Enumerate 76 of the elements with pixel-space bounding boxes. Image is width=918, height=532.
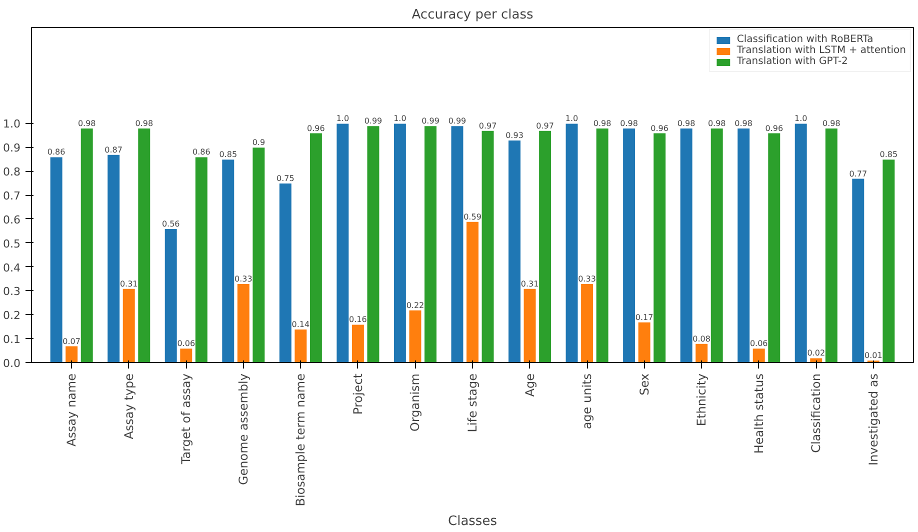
x-tick-label: Assay type xyxy=(122,373,136,440)
data-label: 0.85 xyxy=(880,150,898,160)
data-label: 0.16 xyxy=(349,315,367,324)
chart-title: Accuracy per class xyxy=(412,8,534,22)
data-label: 0.31 xyxy=(120,279,138,288)
data-label: 0.06 xyxy=(177,339,196,348)
legend-label: Classification with RoBERTa xyxy=(736,34,874,45)
data-label: 1.0 xyxy=(565,114,578,124)
data-label: 0.98 xyxy=(135,119,154,128)
data-label: 1.0 xyxy=(394,114,406,124)
data-label: 0.97 xyxy=(478,121,497,130)
data-label: 0.98 xyxy=(677,119,696,128)
data-label: 0.33 xyxy=(578,274,596,284)
data-label: 0.96 xyxy=(650,124,668,133)
data-label: 0.33 xyxy=(234,274,252,284)
data-label: 0.87 xyxy=(104,145,122,154)
data-label: 0.98 xyxy=(734,119,752,128)
data-label: 0.98 xyxy=(708,119,726,128)
x-tick-label: Life stage xyxy=(466,373,480,432)
data-label: 0.77 xyxy=(849,169,868,178)
x-tick-label: Age xyxy=(522,373,537,397)
x-tick-label: Health status xyxy=(752,374,766,454)
x-tick-label: Investigated as xyxy=(866,374,880,466)
legend-label: Translation with LSTM + attention xyxy=(736,45,906,56)
data-label: 0.99 xyxy=(422,116,440,126)
data-label: 0.97 xyxy=(536,121,554,130)
legend-label: Translation with GPT-2 xyxy=(736,56,848,67)
x-tick-label: Target of assay xyxy=(179,373,194,466)
y-tick-label: 0.0 xyxy=(3,357,21,370)
y-tick-label: 0.2 xyxy=(3,309,21,322)
y-tick-label: 0.5 xyxy=(3,237,21,250)
x-tick-label: Ethnicity xyxy=(694,373,709,426)
data-label: 0.98 xyxy=(822,119,840,128)
data-label: 1.0 xyxy=(336,114,350,124)
data-label: 0.75 xyxy=(276,174,294,184)
data-label: 0.86 xyxy=(192,148,210,157)
x-tick-label: age units xyxy=(580,374,594,430)
x-tick-label: Sex xyxy=(637,374,652,396)
data-label: 0.93 xyxy=(506,130,524,140)
data-label: 0.14 xyxy=(292,320,310,329)
data-label: 0.98 xyxy=(593,119,612,128)
data-label: 1.0 xyxy=(794,114,808,124)
data-label: 0.86 xyxy=(47,148,66,157)
y-tick-label: 0.6 xyxy=(3,213,21,226)
data-label: 0.98 xyxy=(620,119,638,128)
y-tick-label: 0.7 xyxy=(3,190,21,202)
x-tick-label: Biosample term name xyxy=(294,373,308,506)
data-label: 0.99 xyxy=(448,116,466,126)
data-label: 0.22 xyxy=(406,300,424,310)
x-tick-label: Assay name xyxy=(64,374,79,447)
data-label: 0.98 xyxy=(78,119,96,128)
data-label: 0.85 xyxy=(219,150,238,160)
data-label: 0.31 xyxy=(520,279,539,288)
y-tick-label: 0.8 xyxy=(3,166,21,179)
x-axis-title: Classes xyxy=(448,514,498,530)
data-label: 0.07 xyxy=(62,336,80,346)
data-label: 0.96 xyxy=(765,124,784,133)
data-label: 0.02 xyxy=(807,348,826,358)
y-tick-label: 0.9 xyxy=(3,142,21,155)
data-label: 0.17 xyxy=(635,312,654,322)
data-label: 0.96 xyxy=(307,124,325,133)
x-tick-label: Project xyxy=(350,373,365,415)
data-label: 0.9 xyxy=(252,138,266,148)
y-tick-label: 0.4 xyxy=(3,261,21,274)
data-label: 0.99 xyxy=(364,116,382,126)
y-tick-label: 1.0 xyxy=(3,118,21,131)
x-tick-label: Classification xyxy=(809,373,824,453)
x-tick-label: Genome assembly xyxy=(236,374,250,485)
data-label: 0.01 xyxy=(864,351,882,360)
data-label: 0.59 xyxy=(464,212,482,222)
data-label: 0.56 xyxy=(162,220,180,228)
data-label: 0.08 xyxy=(692,334,710,344)
data-label: 0.06 xyxy=(750,339,768,348)
y-tick-label: 0.1 xyxy=(3,333,21,346)
x-tick-label: Organism xyxy=(408,373,422,432)
y-tick-label: 0.3 xyxy=(3,285,21,298)
